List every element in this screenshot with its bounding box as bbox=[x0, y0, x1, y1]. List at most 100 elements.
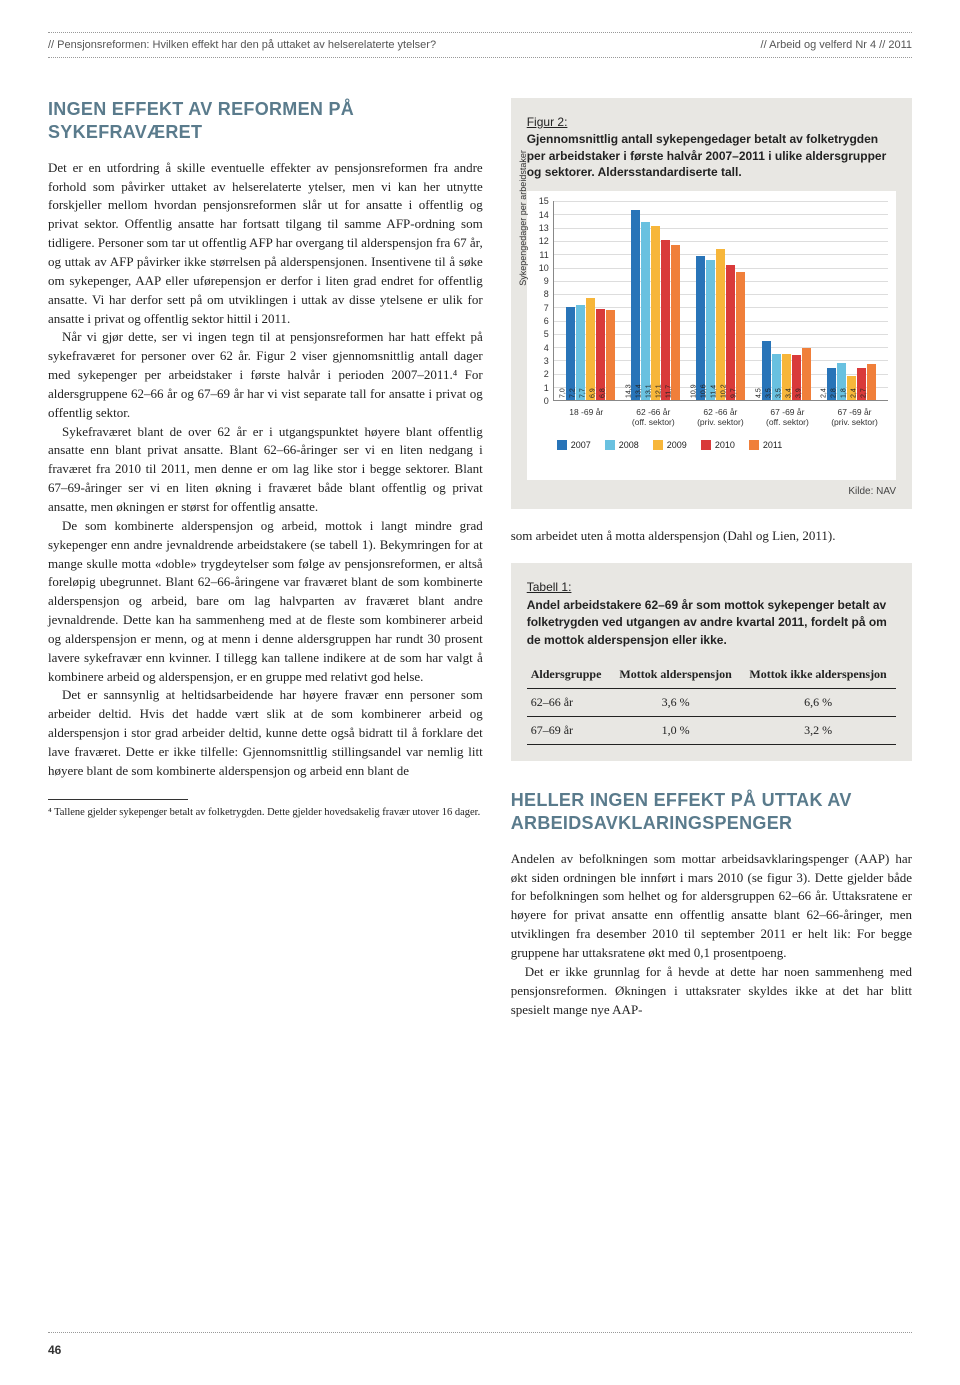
footnote-4: ⁴ Tallene gjelder sykepenger betalt av f… bbox=[48, 806, 483, 821]
x-tick-label: 62 -66 år(off. sektor) bbox=[620, 407, 687, 427]
body-text-right: Andelen av befolkningen som mottar arbei… bbox=[511, 850, 912, 1020]
bar: 3,9 bbox=[802, 348, 811, 400]
figure-2-label: Figur 2: bbox=[527, 115, 568, 129]
bar-value-label: 10,2 bbox=[720, 385, 727, 399]
legend-swatch bbox=[653, 440, 663, 450]
figure-source: Kilde: NAV bbox=[527, 486, 896, 497]
table-cell: 62–66 år bbox=[527, 688, 611, 716]
bar: 7,0 bbox=[566, 307, 575, 400]
para5: Det er sannsynlig at heltidsarbeidende h… bbox=[48, 686, 483, 780]
page-footer: 46 bbox=[48, 1332, 912, 1357]
top-dotted-line-2 bbox=[48, 57, 912, 58]
legend-label: 2009 bbox=[667, 440, 687, 450]
bar-value-label: 3,5 bbox=[776, 388, 783, 398]
table-cell: 67–69 år bbox=[527, 716, 611, 744]
legend-item: 2009 bbox=[653, 440, 687, 450]
bar-group: 2,42,81,82,42,7 bbox=[827, 201, 876, 400]
bar-value-label: 4,5 bbox=[756, 388, 763, 398]
legend-item: 2007 bbox=[557, 440, 591, 450]
table-1-caption-text: Andel arbeidstakere 62–69 år som mottok … bbox=[527, 598, 887, 647]
running-header: // Pensjonsreformen: Hvilken effekt har … bbox=[48, 35, 912, 57]
bar: 11,4 bbox=[716, 249, 725, 400]
bar: 2,7 bbox=[867, 364, 876, 400]
right-para3: Det er ikke grunnlag for å hevde at dett… bbox=[511, 963, 912, 1020]
right-para-1-wrap: som arbeidet uten å motta alderspensjon … bbox=[511, 527, 912, 546]
table-1-caption: Tabell 1: Andel arbeidstakere 62–69 år s… bbox=[527, 579, 896, 649]
bar-group: 7,07,27,76,96,8 bbox=[566, 201, 615, 400]
bar-value-label: 7,2 bbox=[570, 388, 577, 398]
para4: De som kombinerte alderspensjon og arbei… bbox=[48, 517, 483, 687]
bar-value-label: 1,8 bbox=[841, 388, 848, 398]
table-row: 67–69 år1,0 %3,2 % bbox=[527, 716, 896, 744]
right-para1: som arbeidet uten å motta alderspensjon … bbox=[511, 527, 912, 546]
table-1-label: Tabell 1: bbox=[527, 580, 572, 594]
bar: 10,2 bbox=[726, 265, 735, 400]
bar-value-label: 2,8 bbox=[831, 388, 838, 398]
bar-value-label: 11,4 bbox=[710, 385, 717, 398]
bar-group: 4,53,53,53,43,9 bbox=[762, 201, 811, 400]
bar-group: 10,910,611,410,29,7 bbox=[696, 201, 745, 400]
legend-label: 2008 bbox=[619, 440, 639, 450]
table-header-row: Aldersgruppe Mottok alderspensjon Mottok… bbox=[527, 661, 896, 689]
table-cell: 3,6 % bbox=[611, 688, 740, 716]
footer-dotted-line bbox=[48, 1332, 912, 1333]
bar-value-label: 10,9 bbox=[690, 385, 697, 399]
legend-swatch bbox=[749, 440, 759, 450]
table-row: 62–66 år3,6 %6,6 % bbox=[527, 688, 896, 716]
bar-value-label: 14,3 bbox=[625, 385, 632, 399]
header-left: // Pensjonsreformen: Hvilken effekt har … bbox=[48, 39, 436, 51]
bar-value-label: 2,7 bbox=[861, 388, 868, 398]
bar-value-label: 10,6 bbox=[700, 385, 707, 399]
para3: Sykefraværet blant de over 62 år er i ut… bbox=[48, 423, 483, 517]
bar-value-label: 13,1 bbox=[645, 385, 652, 399]
table-cell: 1,0 % bbox=[611, 716, 740, 744]
legend-item: 2011 bbox=[749, 440, 782, 450]
section2-title: Heller ingen effekt på uttak av arbeidsa… bbox=[511, 789, 912, 836]
chart-container: Sykepengedager per arbeidstaker 01234567… bbox=[527, 191, 896, 479]
chart-legend: 2007 2008 2009 2010 2011 bbox=[535, 440, 888, 450]
bar-value-label: 13,4 bbox=[635, 385, 642, 399]
bar: 7,7 bbox=[586, 298, 595, 400]
body-text-left: Det er en utfordring å skille eventuelle… bbox=[48, 159, 483, 781]
page-number: 46 bbox=[48, 1343, 912, 1357]
bar-value-label: 2,4 bbox=[851, 388, 858, 398]
bar: 6,9 bbox=[596, 309, 605, 401]
bar-value-label: 2,4 bbox=[821, 388, 828, 398]
table-1-box: Tabell 1: Andel arbeidstakere 62–69 år s… bbox=[511, 563, 912, 761]
bar-value-label: 6,9 bbox=[590, 388, 597, 398]
header-right: // Arbeid og velferd Nr 4 // 2011 bbox=[761, 39, 912, 51]
bar: 7,2 bbox=[576, 305, 585, 401]
section1-title: Ingen effekt av reformen på sykefraværet bbox=[48, 98, 483, 145]
bar-value-label: 3,5 bbox=[766, 388, 773, 398]
chart-plot-area: 7,07,27,76,96,814,313,413,112,111,710,91… bbox=[553, 201, 888, 401]
x-tick-label: 67 -69 år(priv. sektor) bbox=[821, 407, 888, 427]
x-tick-label: 62 -66 år(priv. sektor) bbox=[687, 407, 754, 427]
bar-value-label: 9,7 bbox=[730, 388, 737, 398]
y-axis-label: Sykepengedager per arbeidstaker bbox=[518, 151, 528, 287]
legend-item: 2010 bbox=[701, 440, 735, 450]
right-para2: Andelen av befolkningen som mottar arbei… bbox=[511, 850, 912, 963]
para1: Det er en utfordring å skille eventuelle… bbox=[48, 159, 483, 329]
bar: 14,3 bbox=[631, 210, 640, 400]
bar-value-label: 3,9 bbox=[796, 388, 803, 398]
bar: 13,1 bbox=[651, 226, 660, 400]
bar: 11,7 bbox=[671, 245, 680, 400]
figure-2-caption-text: Gjennomsnittlig antall sykepengedager be… bbox=[527, 132, 887, 180]
para2: Når vi gjør dette, ser vi ingen tegn til… bbox=[48, 328, 483, 422]
legend-swatch bbox=[605, 440, 615, 450]
table-col-2: Mottok ikke alderspensjon bbox=[740, 661, 896, 689]
legend-label: 2011 bbox=[763, 440, 782, 450]
x-tick-label: 67 -69 år(off. sektor) bbox=[754, 407, 821, 427]
table-col-1: Mottok alderspensjon bbox=[611, 661, 740, 689]
bar-value-label: 7,0 bbox=[560, 388, 567, 398]
bar: 12,1 bbox=[661, 240, 670, 401]
table-body: 62–66 år3,6 %6,6 %67–69 år1,0 %3,2 % bbox=[527, 688, 896, 744]
table-1: Aldersgruppe Mottok alderspensjon Mottok… bbox=[527, 661, 896, 745]
bar-value-label: 6,8 bbox=[600, 388, 607, 398]
legend-item: 2008 bbox=[605, 440, 639, 450]
x-axis-labels: 18 -69 år62 -66 år(off. sektor)62 -66 år… bbox=[535, 407, 888, 427]
bar: 10,9 bbox=[696, 256, 705, 401]
table-cell: 3,2 % bbox=[740, 716, 896, 744]
legend-label: 2007 bbox=[571, 440, 591, 450]
top-dotted-line-1 bbox=[48, 32, 912, 33]
